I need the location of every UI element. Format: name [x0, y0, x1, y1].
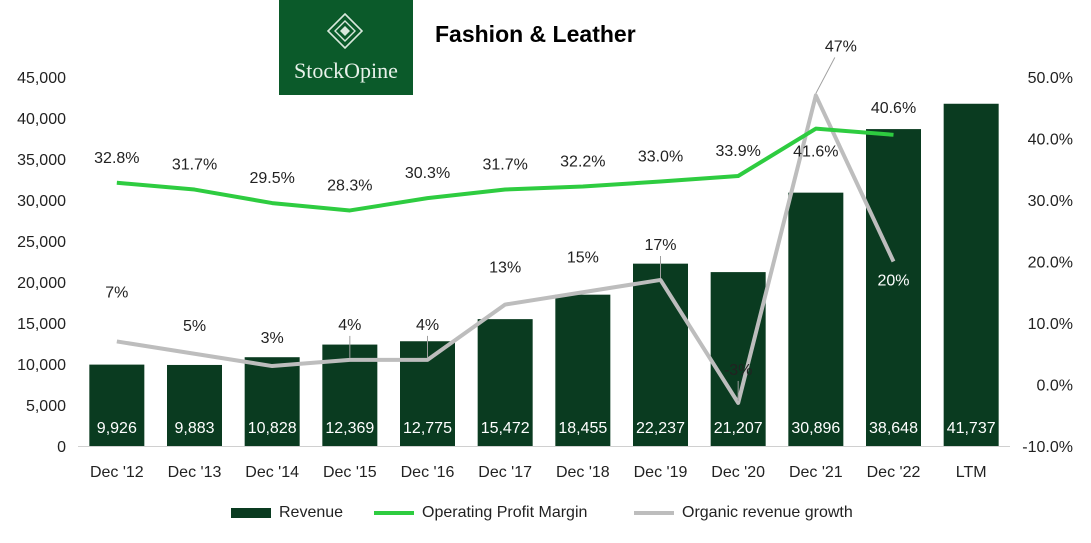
revenue-bar	[943, 103, 999, 447]
x-tick-label: LTM	[956, 464, 987, 481]
diamond-logo-icon	[327, 13, 363, 49]
organic-growth-data-label: 7%	[105, 284, 128, 301]
legend-item-revenue: Revenue	[231, 502, 343, 524]
y-right-tick-label: -10.0%	[1022, 439, 1073, 456]
x-tick-label: Dec '15	[323, 464, 377, 481]
revenue-bar	[710, 272, 766, 446]
y-left-tick-label: 30,000	[17, 193, 66, 210]
operating-margin-data-label: 30.3%	[405, 165, 450, 182]
y-left-tick-label: 25,000	[17, 234, 66, 251]
legend-item-organic-growth: Organic revenue growth	[634, 502, 853, 524]
y-right-tick-label: 20.0%	[1028, 255, 1073, 272]
operating-margin-data-label: 41.6%	[793, 144, 838, 161]
y-right-tick-label: 40.0%	[1028, 132, 1073, 149]
organic-growth-data-label: 4%	[416, 317, 439, 334]
y-left-tick-label: 45,000	[17, 70, 66, 87]
x-tick-label: Dec '20	[711, 464, 765, 481]
organic-growth-data-label: 15%	[567, 249, 599, 266]
organic-growth-data-label: 4%	[338, 317, 361, 334]
operating-margin-data-label: 32.2%	[560, 153, 605, 170]
y-left-tick-label: 40,000	[17, 111, 66, 128]
operating-margin-data-label: 29.5%	[249, 170, 294, 187]
y-left-tick-label: 35,000	[17, 152, 66, 169]
revenue-data-label: 12,369	[325, 420, 374, 437]
organic-growth-data-label: 5%	[183, 318, 206, 335]
revenue-data-label: 21,207	[714, 420, 763, 437]
y-left-tick-label: 20,000	[17, 275, 66, 292]
revenue-bar	[633, 263, 688, 446]
revenue-data-label: 12,775	[403, 420, 452, 437]
operating-margin-data-label: 33.9%	[715, 143, 760, 160]
y-left-tick-label: 15,000	[17, 316, 66, 333]
y-right-tick-label: 0.0%	[1037, 378, 1073, 395]
organic-growth-leader-line	[815, 57, 836, 94]
revenue-data-label: 9,926	[97, 420, 137, 437]
legend: Revenue Operating Profit Margin Organic …	[0, 502, 1091, 524]
revenue-data-label: 9,883	[174, 420, 214, 437]
x-tick-label: Dec '19	[634, 464, 688, 481]
x-tick-label: Dec '21	[789, 464, 843, 481]
legend-label-organic-growth: Organic revenue growth	[682, 504, 853, 521]
y-right-tick-label: 30.0%	[1028, 193, 1073, 210]
x-tick-label: Dec '18	[556, 464, 610, 481]
logo-text: StockOpine	[294, 58, 398, 83]
y-left-tick-label: 5,000	[26, 398, 66, 415]
organic-growth-data-label: 47%	[825, 38, 857, 55]
revenue-data-label: 30,896	[791, 420, 840, 437]
x-tick-label: Dec '12	[90, 464, 144, 481]
legend-swatch-revenue	[231, 508, 271, 518]
organic-growth-data-label: 13%	[489, 260, 521, 277]
operating-margin-data-label: 31.7%	[172, 157, 217, 174]
revenue-data-label: 18,455	[558, 420, 607, 437]
organic-growth-data-label: -3%	[724, 362, 752, 379]
y-left-tick-label: 0	[57, 439, 66, 456]
x-tick-label: Dec '14	[245, 464, 299, 481]
legend-label-operating-margin: Operating Profit Margin	[422, 504, 588, 521]
operating-margin-data-label: 32.8%	[94, 150, 139, 167]
organic-growth-data-label: 17%	[644, 237, 676, 254]
revenue-bar	[866, 129, 921, 446]
x-tick-label: Dec '22	[867, 464, 921, 481]
revenue-data-label: 22,237	[636, 420, 685, 437]
stockopine-logo: StockOpine	[279, 0, 413, 95]
revenue-bar	[167, 364, 222, 446]
x-tick-label: Dec '13	[168, 464, 222, 481]
legend-swatch-organic-growth	[634, 511, 674, 515]
legend-label-revenue: Revenue	[279, 504, 344, 521]
revenue-data-label: 38,648	[869, 420, 918, 437]
revenue-bar	[244, 357, 300, 446]
y-left-tick-label: 10,000	[17, 357, 66, 374]
revenue-data-label: 15,472	[481, 420, 530, 437]
organic-growth-data-label: 3%	[261, 330, 284, 347]
operating-margin-data-label: 28.3%	[327, 177, 372, 194]
operating-margin-data-label: 31.7%	[482, 157, 527, 174]
legend-swatch-operating-margin	[374, 511, 414, 515]
legend-item-operating-margin: Operating Profit Margin	[374, 502, 587, 524]
x-tick-label: Dec '16	[401, 464, 455, 481]
operating-margin-data-label: 40.6%	[871, 100, 916, 117]
y-right-tick-label: 10.0%	[1028, 316, 1073, 333]
revenue-data-label: 10,828	[248, 420, 297, 437]
x-tick-label: Dec '17	[478, 464, 532, 481]
revenue-bar	[555, 294, 611, 446]
y-right-tick-label: 50.0%	[1028, 70, 1073, 87]
revenue-bar	[89, 364, 145, 446]
revenue-data-label: 41,737	[947, 420, 996, 437]
revenue-bar	[477, 319, 533, 446]
revenue-bar	[788, 192, 844, 446]
operating-margin-data-label: 33.0%	[638, 149, 683, 166]
chart-title: Fashion & Leather	[435, 21, 636, 47]
organic-growth-data-label: 20%	[877, 273, 909, 290]
